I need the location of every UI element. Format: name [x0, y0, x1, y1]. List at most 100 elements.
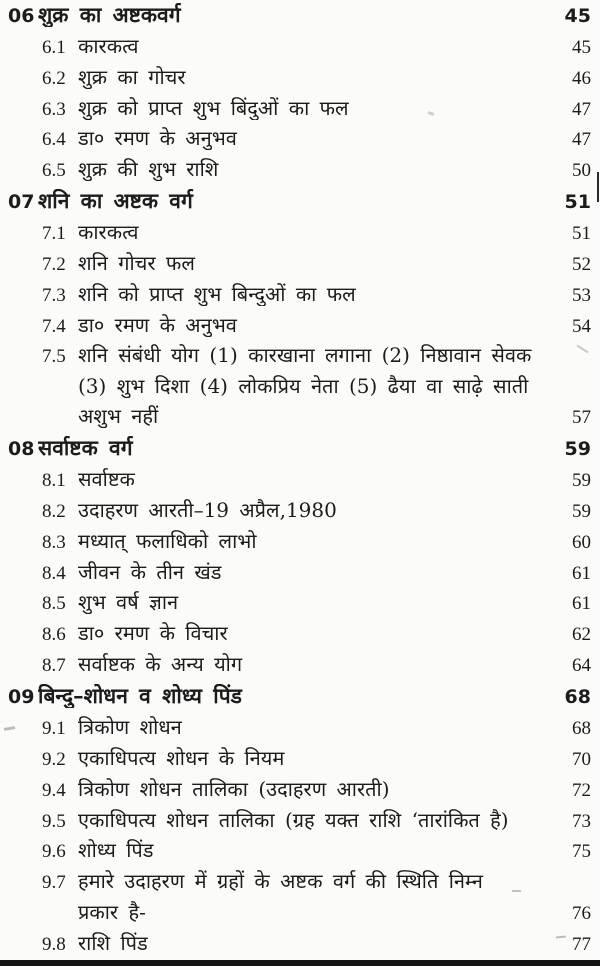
toc-entry-title: कारकत्व — [78, 221, 139, 245]
toc-entry-page: 61 — [572, 562, 591, 584]
toc-entry-number: 8.4 — [42, 562, 66, 584]
toc-entry-number: 8.1 — [42, 470, 66, 492]
toc-row: 9.8 राशि पिंड 77 — [0, 932, 600, 956]
toc-entry-number: 7.5 — [42, 346, 66, 368]
toc-row: (3) शुभ दिशा (4) लोकप्रिय नेता (5) ढैया … — [0, 375, 600, 398]
toc-row: 6.2 शुक्र का गोचर 46 — [0, 66, 600, 90]
toc-row: 9.2 एकाधिपत्य शोधन के नियम 70 — [0, 747, 600, 771]
toc-entry-page: 70 — [572, 748, 591, 770]
toc-entry-number: 9.5 — [42, 810, 66, 832]
toc-entry-title: शनि को प्राप्त शुभ बिन्दुओं का फल — [78, 282, 356, 306]
toc-entry-page: 50 — [572, 160, 591, 182]
toc-entry-page: 73 — [572, 810, 591, 832]
toc-entry-title: जीवन के तीन खंड — [78, 560, 222, 584]
toc-entry-number: 6.2 — [42, 67, 66, 89]
toc-entry-title: हमारे उदाहरण में ग्रहों के अष्टक वर्ग की… — [78, 870, 483, 894]
toc-entry-title: शुक्र का अष्टकवर्ग — [38, 3, 181, 27]
toc-entry-title: डा० रमण के अनुभव — [78, 127, 237, 151]
toc-entry-title: एकाधिपत्य शोधन तालिका (ग्रह यक्त राशि ‘त… — [78, 808, 509, 832]
toc-entry-page: 45 — [564, 5, 591, 27]
scan-artifact-right-line — [597, 172, 599, 202]
toc-entry-number: 9.2 — [42, 748, 66, 770]
toc-entry-number: 6.5 — [42, 160, 66, 182]
toc-row: प्रकार है- 76 — [0, 901, 600, 925]
toc-entry-page: 45 — [572, 36, 591, 58]
toc-entry-number: 7.4 — [42, 315, 66, 337]
toc-entry-title: त्रिकोण शोधन — [78, 715, 182, 739]
toc-entry-number: 9.8 — [42, 933, 66, 955]
toc-row: 07 शनि का अष्टक वर्ग 51 — [0, 189, 600, 214]
toc-entry-title: बिन्दु–शोधन व शोध्य पिंड — [38, 684, 242, 709]
toc-row: 7.1 कारकत्व 51 — [0, 221, 600, 245]
toc-entry-number: 8.2 — [42, 500, 66, 522]
toc-row: 8.1 सर्वाष्टक 59 — [0, 468, 600, 492]
toc-entry-number: 7.3 — [42, 284, 66, 306]
toc-row: 6.4 डा० रमण के अनुभव 47 — [0, 127, 600, 151]
toc-row: 06 शुक्र का अष्टकवर्ग 45 — [0, 3, 600, 28]
toc-row: 08 सर्वाष्टक वर्ग 59 — [0, 436, 600, 461]
toc-entry-page: 68 — [564, 686, 591, 709]
toc-row: 9.1 त्रिकोण शोधन 68 — [0, 716, 600, 740]
toc-entry-title: शुक्र को प्राप्त शुभ बिंदुओं का फल — [78, 96, 349, 120]
toc-entry-title: (3) शुभ दिशा (4) लोकप्रिय नेता (5) ढैया … — [78, 375, 529, 399]
toc-entry-page: 51 — [564, 191, 591, 214]
toc-row: 6.1 कारकत्व 45 — [0, 35, 600, 59]
toc-entry-page: 51 — [572, 223, 591, 245]
toc-entry-page: 53 — [572, 284, 591, 306]
toc-row: 6.5 शुक्र की शुभ राशि 50 — [0, 158, 600, 182]
toc-entry-title: राशि पिंड — [78, 931, 148, 955]
toc-entry-number: 07 — [8, 191, 35, 214]
toc-row: 7.4 डा० रमण के अनुभव 54 — [0, 314, 600, 338]
toc-entry-number: 6.1 — [42, 36, 66, 58]
toc-entry-page: 47 — [572, 129, 591, 151]
toc-entry-title: शनि गोचर फल — [78, 251, 195, 275]
toc-entry-page: 59 — [564, 438, 591, 461]
toc-entry-title: मध्यात् फलाधिको लाभो — [78, 529, 257, 553]
scan-edge-bottom-bar — [0, 960, 600, 966]
toc-entry-title: कारकत्व — [78, 34, 139, 58]
toc-entry-title: शुक्र का गोचर — [78, 65, 186, 89]
toc-entry-page: 75 — [572, 841, 591, 863]
toc-entry-page: 68 — [572, 717, 591, 739]
toc-entry-title: शनि का अष्टक वर्ग — [38, 189, 193, 214]
toc-entry-number: 06 — [8, 5, 35, 27]
toc-entry-page: 46 — [572, 67, 591, 89]
toc-entry-title: शनि संबंधी योग (1) कारखाना लगाना (2) निष… — [78, 344, 532, 368]
toc-entry-page: 57 — [572, 407, 591, 429]
toc-entry-title: एकाधिपत्य शोधन के नियम — [78, 746, 285, 770]
toc-row: 9.7 हमारे उदाहरण में ग्रहों के अष्टक वर्… — [0, 870, 600, 894]
toc-entry-title: सर्वाष्टक — [78, 468, 135, 492]
toc-entry-page: 52 — [572, 253, 591, 275]
toc-entry-title: उदाहरण आरती–19 अप्रैल,1980 — [78, 498, 337, 522]
toc-row: 8.7 सर्वाष्टक के अन्य योग 64 — [0, 653, 600, 677]
toc-row: 8.3 मध्यात् फलाधिको लाभो 60 — [0, 530, 600, 554]
toc-entry-page: 72 — [572, 779, 591, 801]
toc-entry-number: 7.2 — [42, 253, 66, 275]
toc-entry-number: 6.4 — [42, 129, 66, 151]
toc-entry-title: शुक्र की शुभ राशि — [78, 158, 219, 182]
scan-smudge — [512, 890, 521, 892]
toc-row: 8.2 उदाहरण आरती–19 अप्रैल,1980 59 — [0, 499, 600, 523]
toc-entry-number: 8.3 — [42, 531, 66, 553]
toc-list: 06 शुक्र का अष्टकवर्ग 45 6.1 कारकत्व 45 … — [0, 3, 600, 956]
toc-entry-title: शोध्य पिंड — [78, 839, 154, 863]
toc-entry-title: सर्वाष्टक के अन्य योग — [78, 653, 243, 677]
toc-row: 6.3 शुक्र को प्राप्त शुभ बिंदुओं का फल 4… — [0, 97, 600, 121]
toc-entry-number: 08 — [8, 438, 35, 461]
toc-entry-page: 62 — [572, 624, 591, 646]
toc-entry-page: 77 — [572, 933, 591, 955]
toc-entry-number: 7.1 — [42, 223, 66, 245]
toc-row: 8.5 शुभ वर्ष ज्ञान 61 — [0, 591, 600, 615]
toc-entry-number: 9.6 — [42, 841, 66, 863]
toc-entry-number: 9.7 — [42, 872, 66, 894]
toc-entry-page: 64 — [572, 655, 591, 677]
toc-entry-title: डा० रमण के विचार — [78, 622, 228, 646]
toc-entry-page: 47 — [572, 98, 591, 120]
toc-entry-title: सर्वाष्टक वर्ग — [38, 436, 133, 461]
toc-row: अशुभ नहीं 57 — [0, 405, 600, 429]
toc-entry-title: अशुभ नहीं — [78, 405, 159, 429]
toc-entry-number: 8.6 — [42, 624, 66, 646]
toc-entry-number: 8.7 — [42, 655, 66, 677]
toc-row: 7.5 शनि संबंधी योग (1) कारखाना लगाना (2)… — [0, 344, 600, 368]
toc-row: 8.4 जीवन के तीन खंड 61 — [0, 561, 600, 585]
